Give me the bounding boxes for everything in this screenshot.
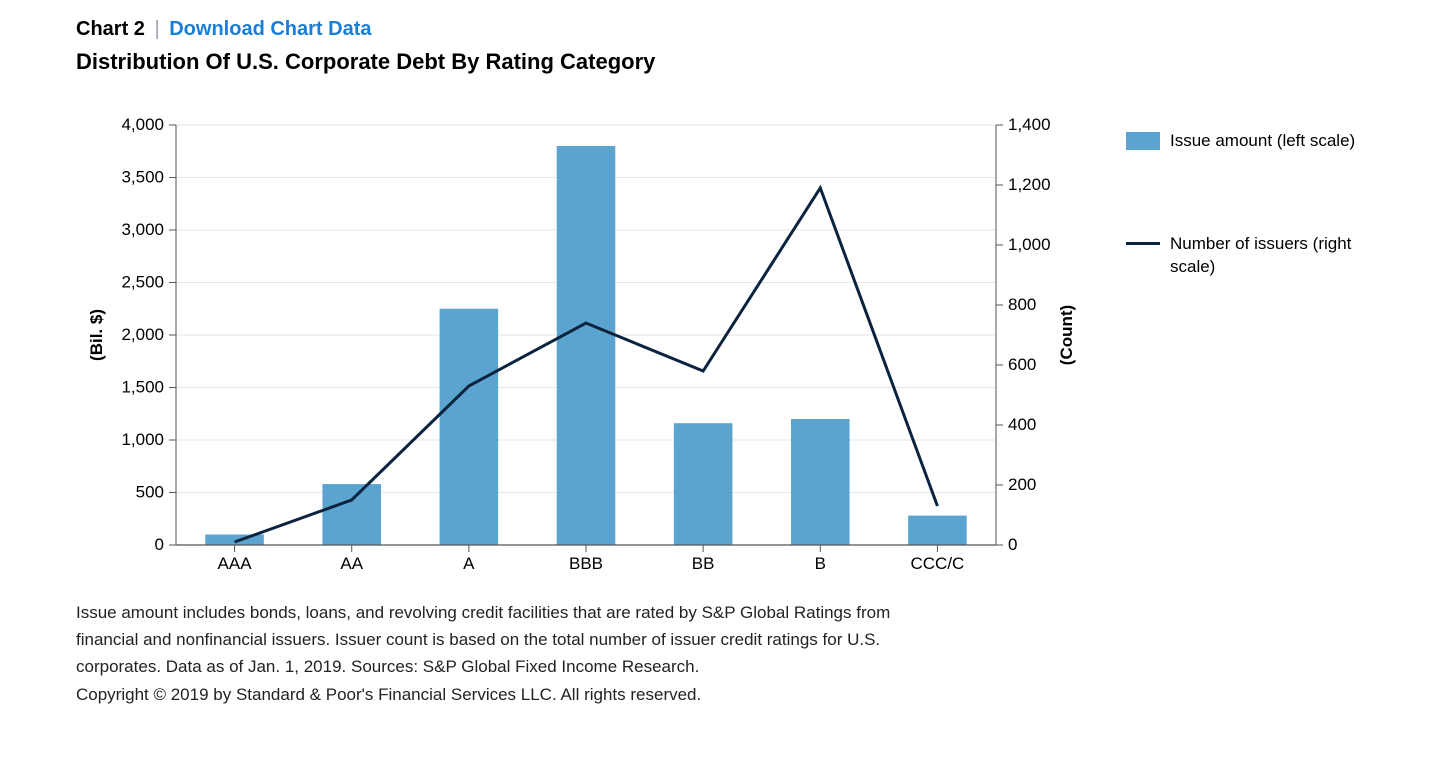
bar bbox=[557, 146, 616, 545]
download-chart-data-link[interactable]: Download Chart Data bbox=[169, 18, 371, 40]
bar bbox=[674, 423, 733, 545]
chart-legend: Issue amount (left scale) Number of issu… bbox=[1126, 130, 1386, 359]
bar bbox=[440, 309, 499, 545]
chart-header: Chart 2 | Download Chart Data bbox=[76, 18, 1448, 41]
svg-text:200: 200 bbox=[1008, 475, 1036, 494]
svg-text:1,200: 1,200 bbox=[1008, 175, 1051, 194]
svg-text:CCC/C: CCC/C bbox=[911, 554, 965, 573]
svg-text:3,500: 3,500 bbox=[121, 168, 164, 187]
svg-text:400: 400 bbox=[1008, 415, 1036, 434]
svg-text:2,500: 2,500 bbox=[121, 273, 164, 292]
svg-text:800: 800 bbox=[1008, 295, 1036, 314]
chart-number-label: Chart 2 bbox=[76, 18, 145, 40]
svg-text:3,000: 3,000 bbox=[121, 220, 164, 239]
legend-swatch-line-icon bbox=[1126, 242, 1160, 245]
footnote-line: Copyright © 2019 by Standard & Poor's Fi… bbox=[76, 681, 1096, 708]
legend-item-line: Number of issuers (right scale) bbox=[1126, 233, 1386, 279]
chart-and-legend-row: 0 500 1,000 1,500 2,000 2,500 3,000 3,500 4,000 0… bbox=[76, 85, 1448, 585]
svg-text:0: 0 bbox=[1008, 535, 1017, 554]
header-separator: | bbox=[154, 18, 159, 40]
chart-footnotes: Issue amount includes bonds, loans, and … bbox=[76, 599, 1096, 708]
legend-line-label: Number of issuers (right scale) bbox=[1170, 233, 1386, 279]
footnote-line: Issue amount includes bonds, loans, and … bbox=[76, 599, 1096, 626]
legend-swatch-bar-icon bbox=[1126, 132, 1160, 150]
svg-text:600: 600 bbox=[1008, 355, 1036, 374]
svg-text:2,000: 2,000 bbox=[121, 325, 164, 344]
combo-chart: 0 500 1,000 1,500 2,000 2,500 3,000 3,500 4,000 0… bbox=[76, 85, 1086, 585]
svg-text:(Count): (Count) bbox=[1057, 305, 1076, 365]
svg-text:1,500: 1,500 bbox=[121, 378, 164, 397]
svg-text:A: A bbox=[463, 554, 475, 573]
svg-text:AA: AA bbox=[340, 554, 363, 573]
bar bbox=[322, 484, 381, 545]
svg-text:4,000: 4,000 bbox=[121, 115, 164, 134]
bar bbox=[791, 419, 850, 545]
chart-title: Distribution Of U.S. Corporate Debt By R… bbox=[76, 49, 1448, 75]
svg-text:500: 500 bbox=[136, 483, 164, 502]
svg-text:BB: BB bbox=[692, 554, 715, 573]
svg-text:(Bil. $): (Bil. $) bbox=[87, 309, 106, 361]
svg-text:0: 0 bbox=[155, 535, 164, 554]
footnote-line: corporates. Data as of Jan. 1, 2019. Sou… bbox=[76, 653, 1096, 680]
svg-text:1,000: 1,000 bbox=[1008, 235, 1051, 254]
svg-text:1,000: 1,000 bbox=[121, 430, 164, 449]
svg-text:BBB: BBB bbox=[569, 554, 603, 573]
svg-text:1,400: 1,400 bbox=[1008, 115, 1051, 134]
legend-item-bar: Issue amount (left scale) bbox=[1126, 130, 1386, 153]
chart-container: Chart 2 | Download Chart Data Distributi… bbox=[0, 0, 1448, 708]
footnote-line: financial and nonfinancial issuers. Issu… bbox=[76, 626, 1096, 653]
bar bbox=[908, 516, 967, 545]
legend-bar-label: Issue amount (left scale) bbox=[1170, 130, 1355, 153]
svg-text:AAA: AAA bbox=[218, 554, 253, 573]
svg-text:B: B bbox=[815, 554, 826, 573]
